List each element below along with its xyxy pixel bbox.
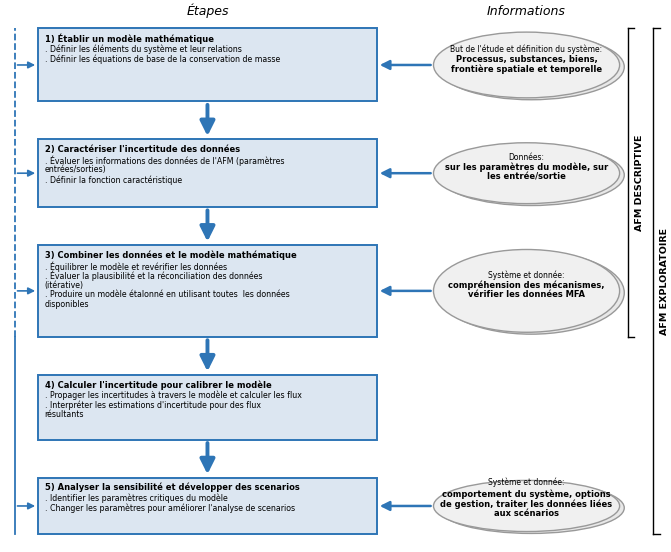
Text: Système et donnée:: Système et donnée:	[488, 477, 565, 487]
Ellipse shape	[438, 145, 624, 205]
Text: Étapes: Étapes	[187, 3, 229, 18]
Text: 5) Analyser la sensibilité et développer des scenarios: 5) Analyser la sensibilité et développer…	[44, 483, 299, 492]
Text: de gestion, traiter les données liées: de gestion, traiter les données liées	[440, 499, 613, 508]
Ellipse shape	[438, 34, 624, 100]
FancyBboxPatch shape	[38, 29, 377, 102]
Text: compréhension des mécanismes,: compréhension des mécanismes,	[448, 280, 605, 290]
Text: . Évaluer les informations des données de l'AFM (paramètres: . Évaluer les informations des données d…	[44, 156, 284, 166]
Ellipse shape	[433, 32, 619, 98]
Text: (itérative): (itérative)	[44, 280, 84, 290]
Text: vérifier les données MFA: vérifier les données MFA	[468, 290, 585, 299]
Text: les entrée/sortie: les entrée/sortie	[487, 172, 566, 182]
Text: . Définir les équations de base de la conservation de masse: . Définir les équations de base de la co…	[44, 55, 280, 64]
Text: . Évaluer la plausibilité et la réconciliation des données: . Évaluer la plausibilité et la réconcil…	[44, 271, 262, 282]
Text: aux scénarios: aux scénarios	[494, 509, 559, 518]
Ellipse shape	[438, 482, 624, 533]
Text: Système et donnée:: Système et donnée:	[488, 270, 565, 280]
Text: Informations: Informations	[487, 4, 566, 18]
Text: Processus, substances, biens,: Processus, substances, biens,	[456, 55, 597, 63]
Text: AFM EXPLORATOIRE: AFM EXPLORATOIRE	[660, 228, 669, 335]
Text: disponibles: disponibles	[44, 300, 89, 309]
Ellipse shape	[438, 251, 624, 334]
Text: Données:: Données:	[509, 153, 545, 162]
Text: . Définir les éléments du système et leur relations: . Définir les éléments du système et leu…	[44, 45, 242, 54]
Ellipse shape	[433, 480, 619, 532]
FancyBboxPatch shape	[38, 245, 377, 337]
FancyBboxPatch shape	[38, 139, 377, 207]
Text: AFM DESCRIPTIVE: AFM DESCRIPTIVE	[635, 135, 644, 231]
Text: . Identifier les paramètres critiques du modèle: . Identifier les paramètres critiques du…	[44, 494, 227, 503]
FancyBboxPatch shape	[38, 375, 377, 440]
Text: . Équilibrer le modèle et revérifier les données: . Équilibrer le modèle et revérifier les…	[44, 261, 227, 272]
Text: . Propager les incertitudes à travers le modèle et calculer les flux: . Propager les incertitudes à travers le…	[44, 391, 301, 401]
Text: . Définir la fonction caractéristique: . Définir la fonction caractéristique	[44, 175, 182, 184]
Text: But de l'étude et définition du système:: But de l'étude et définition du système:	[450, 45, 603, 54]
Text: . Changer les paramètres pour améliorer l'analyse de scenarios: . Changer les paramètres pour améliorer …	[44, 503, 295, 513]
Text: 3) Combiner les données et le modèle mathématique: 3) Combiner les données et le modèle mat…	[44, 250, 297, 260]
Ellipse shape	[433, 250, 619, 332]
Text: 2) Caractériser l'incertitude des données: 2) Caractériser l'incertitude des donnée…	[44, 145, 240, 154]
Text: résultants: résultants	[44, 411, 84, 420]
Text: 1) Établir un modèle mathématique: 1) Établir un modèle mathématique	[44, 34, 213, 44]
Text: frontière spatiale et temporelle: frontière spatiale et temporelle	[451, 64, 602, 73]
FancyBboxPatch shape	[38, 477, 377, 534]
Text: . Interpréter les estimations d'incertitude pour des flux: . Interpréter les estimations d'incertit…	[44, 401, 260, 410]
Text: comportement du système, options: comportement du système, options	[442, 489, 611, 499]
Text: entrées/sorties): entrées/sorties)	[44, 166, 106, 174]
Text: . Produire un modèle étalonné en utilisant toutes  les données: . Produire un modèle étalonné en utilisa…	[44, 290, 289, 299]
Text: sur les paramètres du modèle, sur: sur les paramètres du modèle, sur	[445, 162, 608, 172]
Text: 4) Calculer l'incertitude pour calibrer le modèle: 4) Calculer l'incertitude pour calibrer …	[44, 380, 271, 390]
Ellipse shape	[433, 143, 619, 204]
